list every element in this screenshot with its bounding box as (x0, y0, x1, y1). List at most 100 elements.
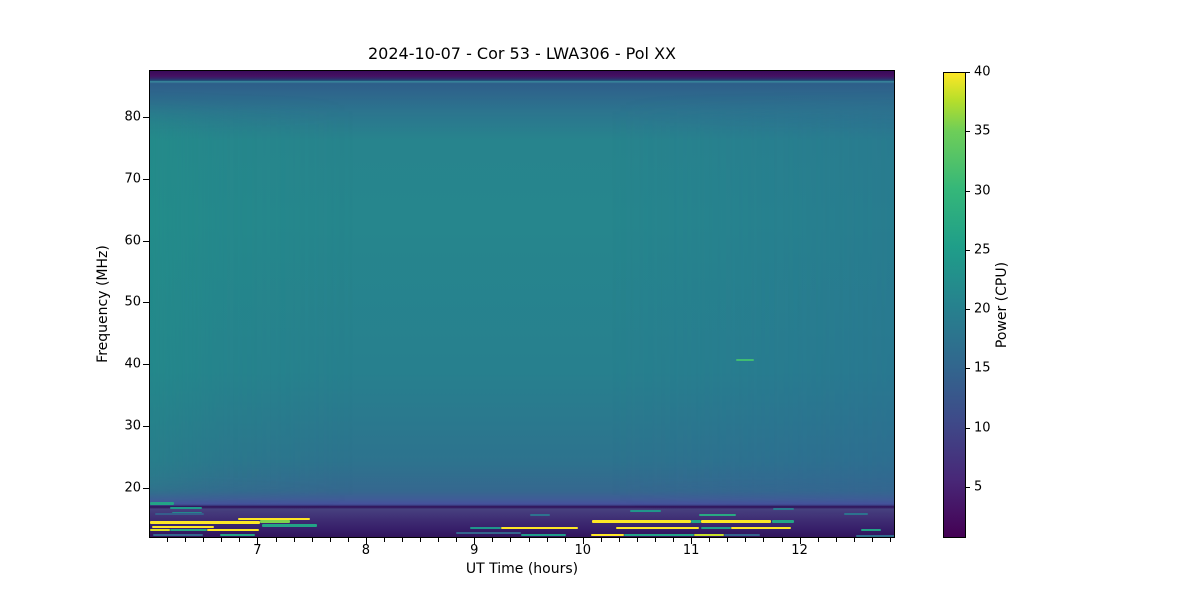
y-tick-label: 50 (124, 294, 141, 310)
y-major-tick (143, 487, 149, 489)
x-minor-tick (673, 538, 675, 542)
x-minor-tick (167, 538, 169, 542)
x-minor-tick (347, 538, 349, 542)
x-minor-tick (564, 538, 566, 542)
rfi-streak (861, 528, 881, 531)
y-major-tick (143, 240, 149, 242)
x-minor-tick (221, 538, 223, 542)
x-tick-label: 11 (682, 543, 700, 558)
x-minor-tick (889, 538, 891, 542)
rfi-streak (700, 526, 732, 530)
y-axis-label: Frequency (MHz) (95, 245, 111, 363)
rfi-streak (501, 526, 579, 529)
rfi-streak (691, 520, 701, 524)
x-minor-tick (492, 538, 494, 542)
rfi-streak (843, 513, 868, 516)
x-minor-tick (853, 538, 855, 542)
rfi-streak (529, 513, 551, 516)
colorbar-tick (966, 487, 970, 488)
rfi-streak (731, 526, 791, 530)
heatmap-horizontal-tint (150, 111, 894, 495)
colorbar-tick-label: 25 (974, 242, 991, 258)
x-minor-tick (546, 538, 548, 542)
x-minor-tick (420, 538, 422, 542)
y-tick-label: 70 (124, 171, 141, 187)
rfi-streak (169, 529, 208, 532)
x-minor-tick (655, 538, 656, 542)
x-minor-tick (438, 538, 440, 542)
colorbar-label: Power (CPU) (994, 261, 1010, 349)
x-minor-tick (636, 538, 638, 542)
y-tick-label: 80 (124, 109, 141, 125)
x-minor-tick (781, 538, 783, 542)
y-tick-label: 40 (124, 356, 141, 372)
x-major-tick (799, 538, 801, 544)
colorbar-tick-label: 30 (974, 183, 991, 199)
rfi-streak (630, 510, 661, 513)
rfi-streak (592, 519, 692, 524)
rfi-streak (150, 529, 170, 532)
x-minor-tick (311, 538, 313, 542)
colorbar-tick (966, 368, 970, 370)
x-major-tick (582, 538, 584, 544)
rfi-streak (207, 529, 260, 532)
rfi-streak (616, 526, 699, 530)
y-tick-label: 20 (124, 480, 141, 496)
y-major-tick (143, 302, 149, 304)
rfi-streak (171, 512, 203, 514)
rfi-streak (469, 526, 502, 529)
rfi-streak (169, 506, 203, 510)
y-major-tick (143, 364, 149, 366)
rfi-streak (220, 533, 256, 536)
colorbar (943, 72, 966, 538)
x-axis-label: UT Time (hours) (465, 561, 579, 577)
x-major-tick (691, 538, 693, 544)
x-minor-tick (727, 538, 729, 542)
x-minor-tick (275, 538, 277, 542)
rfi-streak (772, 520, 795, 523)
rfi-streak (237, 518, 311, 521)
x-minor-tick (618, 538, 620, 542)
x-minor-tick (510, 538, 512, 542)
plot-title: 2024-10-07 - Cor 53 - LWA306 - Pol XX (368, 44, 676, 63)
x-tick-label: 10 (574, 543, 591, 558)
colorbar-tick-label: 5 (974, 479, 983, 495)
x-minor-tick (817, 538, 819, 542)
x-minor-tick (528, 538, 530, 542)
y-tick-label: 30 (124, 418, 141, 434)
colorbar-tick-label: 10 (974, 420, 991, 436)
rfi-streak (152, 526, 214, 529)
rfi-streak (623, 533, 695, 536)
rfi-streak (700, 520, 772, 524)
y-major-tick (143, 426, 149, 428)
rfi-streak (150, 521, 260, 524)
rfi-streak (261, 524, 317, 527)
rfi-streak (698, 513, 736, 517)
rfi-streak (259, 520, 290, 523)
x-tick-label: 9 (470, 543, 479, 558)
y-tick-label: 60 (124, 233, 141, 249)
colorbar-tick-label: 40 (974, 64, 991, 80)
colorbar-tick (966, 427, 970, 429)
x-minor-tick (745, 538, 747, 542)
x-major-tick (474, 538, 476, 544)
heatmap-plot-area (149, 70, 895, 538)
rfi-streak (773, 508, 795, 511)
colorbar-tick-label: 35 (974, 123, 991, 139)
x-minor-tick (871, 538, 873, 542)
x-minor-tick (185, 538, 187, 542)
rfi-streak (735, 359, 754, 362)
rfi-streak (694, 533, 724, 536)
x-minor-tick (763, 538, 765, 542)
rfi-streak (155, 513, 205, 516)
y-major-tick (143, 178, 149, 180)
x-major-tick (365, 538, 367, 544)
rfi-streak (855, 534, 894, 537)
colorbar-tick (966, 249, 970, 251)
rfi-streak (591, 533, 624, 536)
x-tick-label: 8 (361, 543, 370, 558)
rfi-streak (723, 533, 761, 536)
x-minor-tick (709, 538, 711, 542)
rfi-streak (455, 531, 521, 534)
